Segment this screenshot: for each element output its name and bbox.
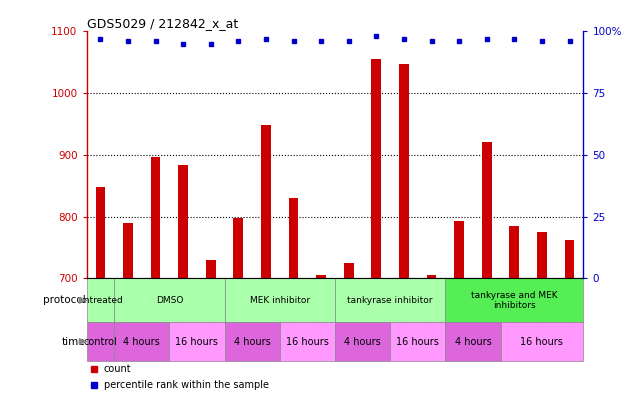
Bar [344, 263, 354, 278]
Text: percentile rank within the sample: percentile rank within the sample [104, 380, 269, 390]
Text: 4 hours: 4 hours [123, 336, 160, 347]
Text: time: time [62, 336, 86, 347]
Text: untreated: untreated [78, 296, 122, 305]
Bar [482, 142, 492, 278]
Text: 4 hours: 4 hours [344, 336, 381, 347]
Bar [537, 232, 547, 278]
Text: 16 hours: 16 hours [396, 336, 439, 347]
Bar [427, 275, 437, 278]
Bar [233, 219, 243, 278]
Text: count: count [104, 364, 131, 374]
Text: DMSO: DMSO [156, 296, 183, 305]
Bar [261, 125, 271, 278]
Bar [565, 240, 574, 278]
Bar [279, 322, 335, 361]
Bar [316, 275, 326, 278]
Bar [178, 165, 188, 278]
Text: 16 hours: 16 hours [520, 336, 563, 347]
Bar [390, 322, 445, 361]
Bar [123, 223, 133, 278]
Bar [96, 187, 105, 278]
Bar [114, 322, 169, 361]
Bar [510, 226, 519, 278]
Text: protocol: protocol [43, 296, 86, 305]
Bar [87, 278, 114, 322]
Bar [399, 64, 409, 278]
Bar [372, 59, 381, 278]
Bar [454, 221, 464, 278]
Bar [151, 157, 160, 278]
Text: 16 hours: 16 hours [286, 336, 329, 347]
Bar [114, 278, 224, 322]
Bar [445, 322, 501, 361]
Text: control: control [83, 336, 117, 347]
Bar [87, 322, 114, 361]
Bar [224, 278, 335, 322]
Bar [335, 322, 390, 361]
Bar [206, 260, 215, 278]
Bar [288, 198, 298, 278]
Bar [169, 322, 224, 361]
Text: MEK inhibitor: MEK inhibitor [249, 296, 310, 305]
Text: 4 hours: 4 hours [454, 336, 491, 347]
Text: GDS5029 / 212842_x_at: GDS5029 / 212842_x_at [87, 17, 238, 30]
Text: 4 hours: 4 hours [234, 336, 271, 347]
Bar [224, 322, 279, 361]
Text: tankyrase inhibitor: tankyrase inhibitor [347, 296, 433, 305]
Bar [445, 278, 583, 322]
Text: tankyrase and MEK
inhibitors: tankyrase and MEK inhibitors [471, 291, 558, 310]
Bar [501, 322, 583, 361]
Bar [335, 278, 445, 322]
Text: 16 hours: 16 hours [176, 336, 219, 347]
